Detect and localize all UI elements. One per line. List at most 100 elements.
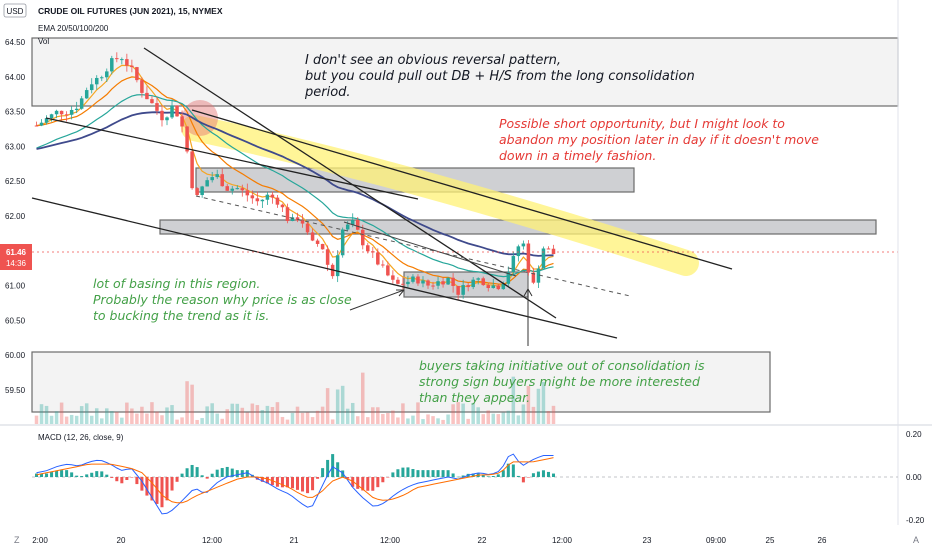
macd-histogram-bar xyxy=(50,472,54,477)
macd-histogram-bar xyxy=(205,477,209,479)
annotation-left-line-1: lot of basing in this region. xyxy=(93,276,260,291)
macd-histogram-bar xyxy=(220,468,224,477)
volume-bar xyxy=(401,403,405,424)
macd-histogram-bar xyxy=(140,477,144,491)
macd-histogram-bar xyxy=(110,477,114,478)
macd-histogram-bar xyxy=(396,469,400,477)
macd-histogram-bar xyxy=(35,473,39,477)
candle-body xyxy=(376,252,380,265)
volume-bar xyxy=(135,413,139,424)
candle-body xyxy=(280,204,285,208)
macd-histogram-bar xyxy=(496,474,500,477)
last-price-badge xyxy=(0,244,32,270)
candle-body xyxy=(130,65,134,68)
candle-body xyxy=(315,240,320,244)
macd-histogram-bar xyxy=(461,475,465,477)
time-tick-label: 09:00 xyxy=(706,536,727,545)
annotation-top-line-1: I don't see an obvious reversal pattern, xyxy=(305,53,561,68)
candle-body xyxy=(361,229,365,246)
macd-histogram-bar xyxy=(70,472,74,477)
annotation-bottom-line-2: strong sign buyers might be more interes… xyxy=(419,374,700,389)
currency-badge[interactable] xyxy=(3,3,27,18)
volume-bar xyxy=(431,416,435,424)
volume-bar xyxy=(546,411,551,424)
macd-histogram-bar xyxy=(506,463,510,477)
macd-histogram-bar xyxy=(40,473,44,477)
volume-bar xyxy=(416,402,420,424)
volume-bar xyxy=(441,419,445,424)
volume-bar xyxy=(160,415,164,424)
candle-body xyxy=(431,285,435,287)
macd-histogram-bar xyxy=(210,473,214,477)
macd-histogram-bar xyxy=(245,470,249,477)
price-tick-label: 62.00 xyxy=(5,212,26,221)
macd-histogram-bar xyxy=(306,477,310,494)
candle-body xyxy=(496,285,501,290)
arrow-basing xyxy=(349,289,405,311)
candle-body xyxy=(521,243,526,247)
macd-histogram-bar xyxy=(200,475,204,477)
macd-pane xyxy=(35,453,555,515)
macd-histogram-bar xyxy=(401,467,405,477)
macd-histogram-bar xyxy=(331,454,335,477)
candle-body xyxy=(366,245,370,252)
volume-bar xyxy=(496,414,501,424)
candle-body xyxy=(265,194,270,200)
macd-histogram-bar xyxy=(416,470,420,477)
candle-body xyxy=(411,276,415,282)
annotation-left-line-2: Probably the reason why price is as clos… xyxy=(93,292,352,307)
candle-body xyxy=(335,255,340,277)
volume-bar xyxy=(451,404,455,424)
candle-body xyxy=(325,249,330,265)
macd-histogram-bar xyxy=(45,473,49,477)
annotation-left: lot of basing in this region. Probably t… xyxy=(93,276,356,323)
volume-bar xyxy=(280,416,285,424)
candle-body xyxy=(526,243,531,273)
highlight-stroke xyxy=(181,115,699,276)
macd-histogram-bar xyxy=(381,477,385,483)
symbol-title: CRUDE OIL FUTURES (JUN 2021), 15, NYMEX xyxy=(38,6,223,16)
macd-histogram-bar xyxy=(371,477,375,491)
macd-histogram-bar xyxy=(85,474,89,477)
candle-body xyxy=(255,198,260,202)
candle-body xyxy=(426,280,430,286)
candle-body xyxy=(491,285,496,289)
price-tick-label: 62.50 xyxy=(5,177,26,186)
macd-histogram-bar xyxy=(150,477,154,501)
volume-bar xyxy=(270,407,275,424)
volume-bar xyxy=(340,385,345,424)
price-tick-label: 64.00 xyxy=(5,73,26,82)
volume-bar xyxy=(366,417,370,424)
macd-histogram-bar xyxy=(356,477,360,489)
candle-body xyxy=(481,278,485,286)
macd-histogram-bar xyxy=(326,459,330,477)
annotation-top-line-3: period. xyxy=(304,85,351,100)
macd-histogram-bar xyxy=(321,468,325,477)
macd-histogram-bar xyxy=(446,470,450,477)
candle-body xyxy=(59,110,64,115)
macd-histogram-bar xyxy=(296,477,300,490)
volume-bar xyxy=(476,407,480,424)
candles xyxy=(34,52,556,301)
candle-body xyxy=(205,180,209,187)
zoom-icon[interactable]: Z xyxy=(14,535,20,545)
vol-legend: Vol xyxy=(38,37,49,46)
macd-histogram-bar xyxy=(215,469,219,477)
macd-histogram-bar xyxy=(361,477,365,491)
trendline-mid xyxy=(343,221,517,277)
price-tick-label: 63.00 xyxy=(5,142,26,151)
macd-histogram-bar xyxy=(185,468,189,477)
volume-bar xyxy=(516,415,521,424)
volume-bar xyxy=(130,408,134,424)
macd-histogram-bar xyxy=(471,473,475,477)
volume-bar xyxy=(170,405,174,424)
auto-scale-icon[interactable]: A xyxy=(913,535,919,545)
candle-body xyxy=(69,109,74,115)
volume-bar xyxy=(205,406,209,424)
candle-body xyxy=(466,285,470,288)
time-tick-label: 2:00 xyxy=(32,536,48,545)
macd-histogram-bar xyxy=(80,476,84,477)
volume-bar xyxy=(115,412,119,424)
